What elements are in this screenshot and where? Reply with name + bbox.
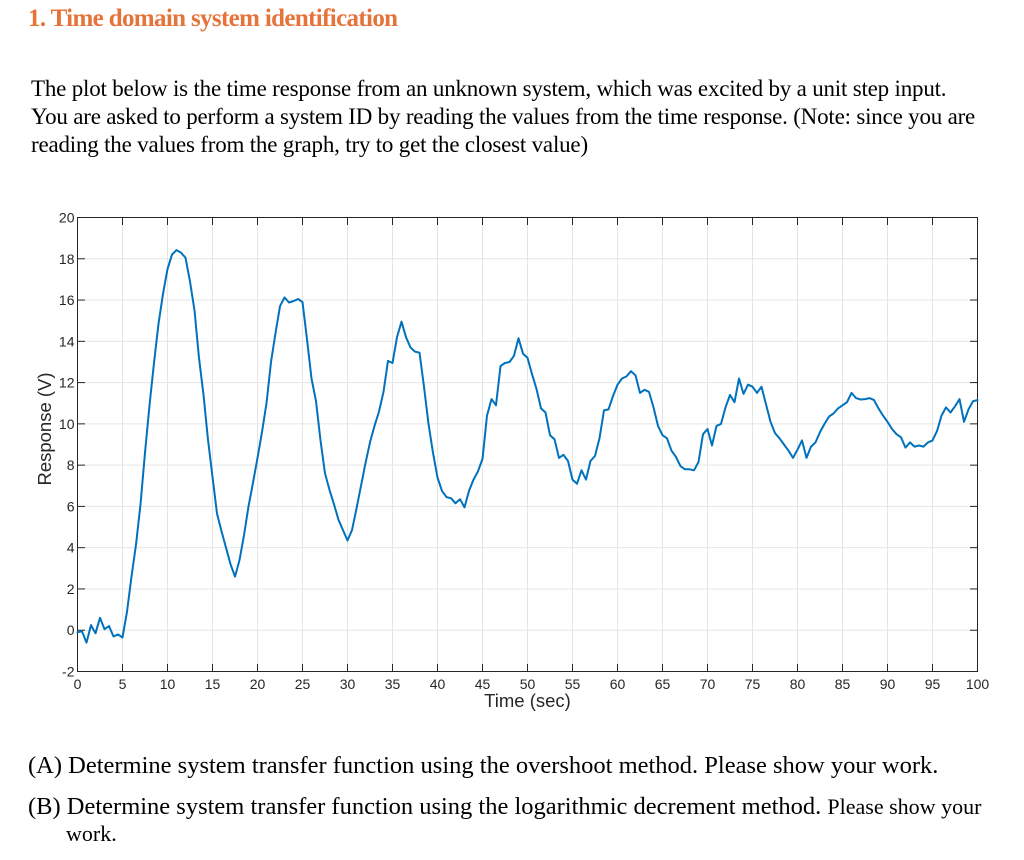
svg-text:2: 2	[67, 581, 75, 597]
svg-text:40: 40	[430, 676, 446, 692]
svg-text:55: 55	[565, 676, 581, 692]
svg-text:80: 80	[790, 676, 806, 692]
svg-text:70: 70	[700, 676, 716, 692]
svg-text:45: 45	[475, 676, 491, 692]
svg-text:20: 20	[59, 210, 75, 226]
svg-text:35: 35	[385, 676, 401, 692]
svg-text:0: 0	[74, 676, 82, 692]
svg-text:60: 60	[610, 676, 626, 692]
svg-text:16: 16	[59, 292, 75, 308]
svg-text:65: 65	[655, 676, 671, 692]
svg-text:90: 90	[880, 676, 896, 692]
svg-text:8: 8	[67, 457, 75, 473]
svg-text:85: 85	[835, 676, 851, 692]
svg-text:Response (V): Response (V)	[34, 372, 55, 485]
svg-text:25: 25	[295, 676, 311, 692]
svg-text:6: 6	[67, 498, 75, 514]
svg-text:4: 4	[67, 540, 75, 556]
svg-text:14: 14	[59, 333, 75, 349]
svg-text:0: 0	[67, 622, 75, 638]
svg-text:50: 50	[520, 676, 536, 692]
svg-text:100: 100	[966, 676, 990, 692]
svg-text:75: 75	[745, 676, 761, 692]
svg-text:-2: -2	[62, 664, 75, 680]
svg-text:10: 10	[59, 416, 75, 432]
svg-text:15: 15	[205, 676, 221, 692]
svg-text:30: 30	[340, 676, 356, 692]
svg-text:18: 18	[59, 251, 75, 267]
svg-text:12: 12	[59, 375, 75, 391]
svg-text:20: 20	[250, 676, 266, 692]
svg-text:5: 5	[119, 676, 127, 692]
svg-text:95: 95	[925, 676, 941, 692]
svg-text:Time (sec): Time (sec)	[484, 690, 571, 711]
svg-text:10: 10	[160, 676, 176, 692]
